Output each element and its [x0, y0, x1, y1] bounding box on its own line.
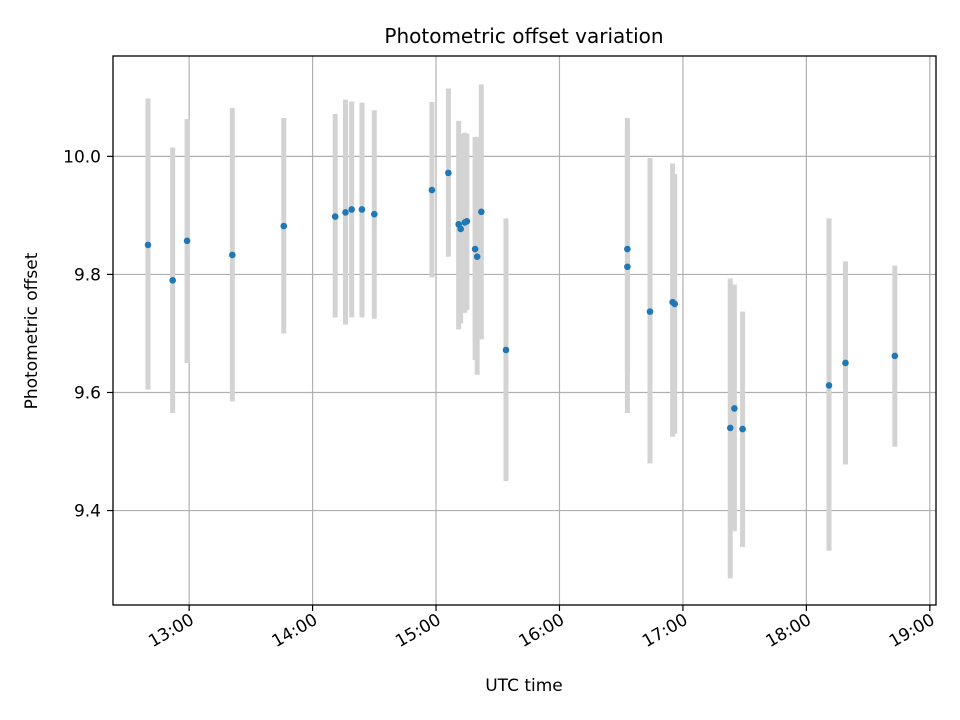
- data-point: [624, 245, 631, 253]
- x-tick-label: 14:00: [269, 610, 321, 652]
- x-tick-label: 13:00: [145, 610, 197, 652]
- data-point: [891, 352, 899, 360]
- data-point: [646, 308, 654, 315]
- error-bars: [145, 84, 898, 579]
- data-point: [477, 208, 485, 216]
- data-point: [739, 425, 746, 433]
- data-point: [445, 169, 452, 177]
- plot-frame: [112, 55, 937, 606]
- data-point: [457, 225, 465, 233]
- x-tick-label: 16:00: [516, 610, 568, 652]
- data-point: [463, 217, 471, 225]
- data-point: [473, 253, 481, 261]
- x-tick-label: 17:00: [639, 610, 691, 652]
- data-point: [348, 206, 355, 213]
- data-point: [726, 424, 734, 432]
- data-point: [671, 300, 678, 308]
- data-point: [229, 251, 236, 259]
- data-point: [342, 209, 349, 216]
- y-axis-label: Photometric offset: [22, 252, 42, 409]
- data-point: [428, 186, 436, 194]
- data-point: [842, 359, 849, 367]
- data-point: [825, 382, 833, 389]
- y-tick-label: 9.6: [74, 383, 101, 403]
- data-points: [144, 169, 899, 433]
- chart-title: Photometric offset variation: [384, 24, 663, 48]
- data-point: [169, 277, 176, 284]
- data-point: [280, 222, 288, 230]
- x-axis-label: UTC time: [485, 676, 563, 696]
- data-point: [471, 245, 479, 253]
- x-tick-label: 19:00: [886, 610, 938, 652]
- y-tick-label: 9.8: [74, 265, 101, 285]
- data-point: [731, 405, 738, 412]
- data-point: [144, 241, 152, 249]
- data-point: [358, 206, 366, 213]
- data-point: [371, 210, 378, 218]
- x-tick-label: 15:00: [392, 610, 444, 652]
- data-point: [183, 237, 191, 245]
- data-point: [502, 346, 510, 354]
- y-tick-label: 10.0: [63, 147, 101, 167]
- x-tick-label: 18:00: [762, 610, 814, 652]
- y-tick-label: 9.4: [74, 502, 101, 522]
- axis-ticks: 13:00 14:00 15:00 16:00 17:00 18:00 19:00 9.4 9.…: [63, 147, 938, 651]
- data-point: [331, 213, 339, 220]
- data-point: [624, 263, 631, 271]
- grid-lines: [113, 56, 936, 605]
